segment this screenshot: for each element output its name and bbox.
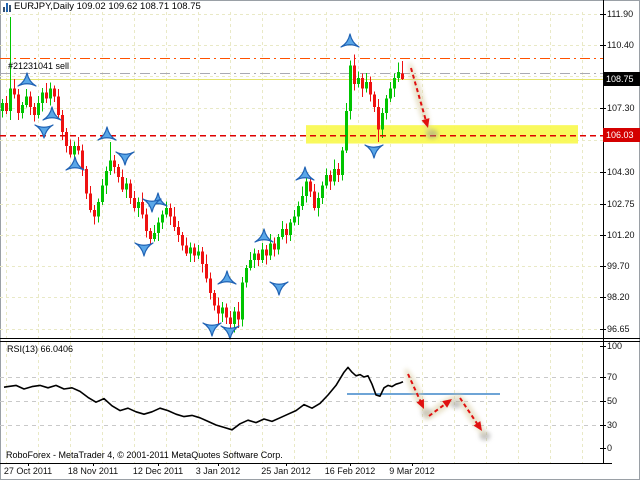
- order-sell-label: #21231041 sell: [8, 61, 70, 71]
- price-axis-label: 98.20: [607, 292, 630, 302]
- up-signal-arrow-icon: [97, 126, 117, 141]
- price-axis-label: 107.30: [607, 103, 635, 113]
- arrow-shadow-streak: [456, 392, 486, 437]
- candles: [1, 17, 404, 333]
- down-signal-arrow-icon: [269, 281, 289, 296]
- up-signal-arrow-icon: [65, 156, 85, 171]
- forecast-arrow-line: [410, 67, 427, 121]
- price-axis-label: 102.75: [607, 199, 635, 209]
- up-signal-arrow-icon: [217, 270, 237, 285]
- up-signal-arrow-icon: [42, 106, 62, 121]
- date-axis-label: 12 Dec 2011: [132, 466, 184, 476]
- price-axis-label: 110.40: [607, 40, 634, 50]
- down-signal-arrow-icon: [220, 325, 240, 340]
- forecast-arrow-line: [428, 402, 447, 417]
- date-axis-label: 27 Oct 2011: [3, 466, 53, 476]
- date-axis-label: 25 Jan 2012: [261, 466, 311, 476]
- down-signal-arrow-icon: [34, 124, 54, 139]
- price-axis-label: 99.70: [607, 261, 630, 271]
- rsi-axis-label: 30: [607, 420, 618, 430]
- axis-ticks: [28, 14, 606, 466]
- up-signal-arrow-icon: [340, 33, 360, 48]
- target-price-box: 106.03: [603, 128, 640, 142]
- down-signal-arrow-icon: [364, 144, 384, 159]
- down-signal-arrow-icon: [134, 242, 154, 257]
- date-axis-label: 16 Feb 2012: [324, 466, 376, 476]
- chart-title: EURJPY,Daily 109.02 109.62 108.71 108.75: [14, 1, 201, 12]
- rsi-axis-label: 0: [607, 443, 613, 453]
- down-signal-arrow-icon: [142, 198, 162, 213]
- down-signal-arrow-icon: [202, 322, 222, 337]
- price-axis-label: 104.30: [607, 167, 635, 177]
- price-axis-label: 101.20: [607, 230, 635, 240]
- grid: [0, 12, 603, 463]
- date-axis-label: 9 Mar 2012: [389, 466, 435, 476]
- up-signal-arrow-icon: [295, 166, 315, 181]
- down-signal-arrow-icon: [115, 151, 135, 166]
- rsi-line: [3, 366, 404, 431]
- copyright-text: RoboForex - MetaTrader 4, © 2001-2011 Me…: [6, 450, 283, 460]
- rsi-axis-label: 100: [607, 341, 623, 351]
- chart-symbol-icon: [3, 3, 13, 12]
- forecast-arrowhead-icon: [416, 399, 424, 409]
- forecast-arrowhead-icon: [421, 118, 430, 128]
- forecast-arrowhead-icon: [473, 421, 482, 431]
- up-signal-arrow-icon: [17, 72, 37, 87]
- price-axis-label: 96.65: [607, 324, 630, 334]
- bid-price-box: 108.75: [603, 72, 640, 86]
- up-signal-arrow-icon: [254, 228, 274, 243]
- rsi-axis-label: 50: [607, 396, 618, 406]
- price-axis-label: 111.90: [607, 9, 634, 19]
- forecast-arrow-line: [459, 397, 479, 425]
- forecast-arrowhead-icon: [442, 399, 452, 408]
- rsi-indicator-label: RSI(13) 66.0406: [7, 344, 74, 354]
- rsi-axis-label: 70: [607, 372, 618, 382]
- arrow-shadow-streak: [404, 368, 428, 415]
- date-axis-label: 18 Nov 2011: [67, 466, 119, 476]
- forecast-arrow-line: [407, 373, 422, 403]
- pane-borders: [0, 0, 640, 464]
- date-axis-label: 3 Jan 2012: [195, 466, 241, 476]
- support-zone: [306, 125, 578, 144]
